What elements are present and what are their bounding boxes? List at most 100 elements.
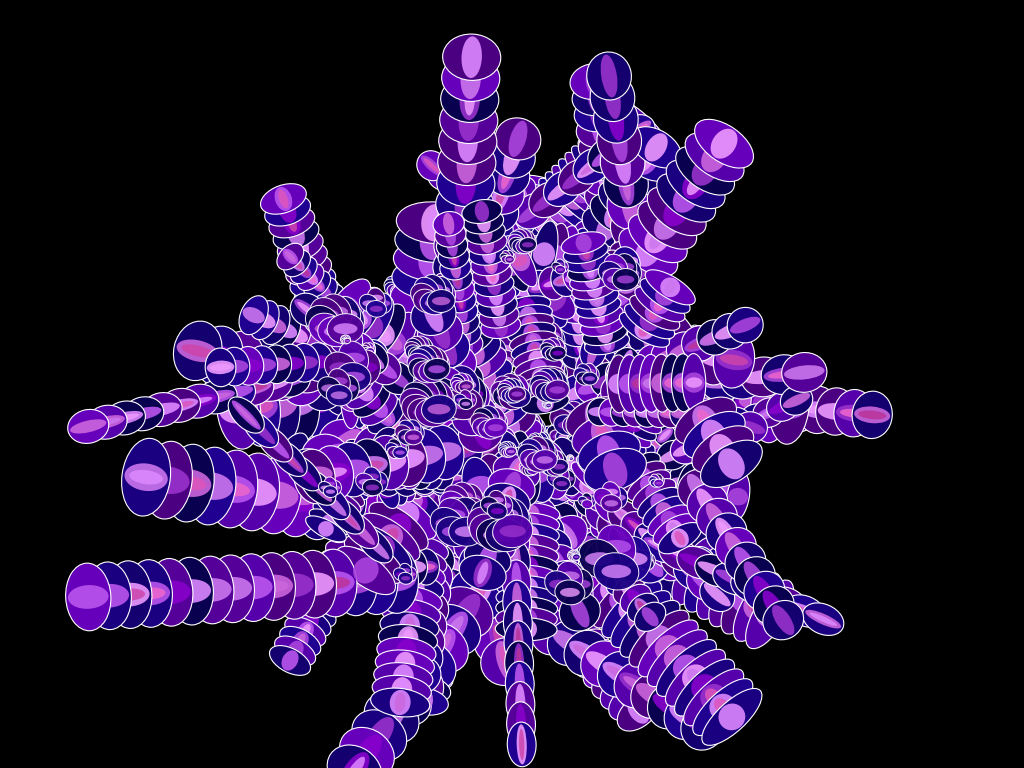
- Ellipse shape: [388, 439, 401, 452]
- Ellipse shape: [562, 476, 573, 482]
- Ellipse shape: [622, 316, 664, 372]
- Ellipse shape: [578, 348, 585, 366]
- Ellipse shape: [504, 443, 516, 449]
- Ellipse shape: [658, 522, 701, 554]
- Ellipse shape: [66, 563, 111, 631]
- Ellipse shape: [692, 375, 705, 385]
- Ellipse shape: [420, 548, 442, 568]
- Ellipse shape: [454, 465, 504, 496]
- Ellipse shape: [362, 390, 381, 409]
- Ellipse shape: [428, 366, 445, 373]
- Ellipse shape: [345, 304, 372, 330]
- Ellipse shape: [431, 471, 453, 481]
- Ellipse shape: [687, 332, 695, 336]
- Ellipse shape: [436, 517, 471, 547]
- Ellipse shape: [513, 223, 530, 230]
- Ellipse shape: [422, 310, 480, 326]
- Ellipse shape: [660, 480, 676, 489]
- Ellipse shape: [620, 384, 649, 398]
- Ellipse shape: [609, 568, 627, 588]
- Ellipse shape: [350, 480, 361, 492]
- Ellipse shape: [579, 392, 593, 415]
- Ellipse shape: [494, 435, 513, 464]
- Ellipse shape: [399, 614, 420, 639]
- Ellipse shape: [528, 280, 553, 293]
- Ellipse shape: [476, 229, 490, 254]
- Ellipse shape: [476, 449, 489, 455]
- Ellipse shape: [607, 371, 622, 386]
- Ellipse shape: [628, 593, 658, 622]
- Ellipse shape: [486, 429, 517, 497]
- Ellipse shape: [543, 403, 547, 406]
- Ellipse shape: [600, 449, 617, 467]
- Ellipse shape: [504, 269, 524, 291]
- Ellipse shape: [422, 317, 480, 334]
- Ellipse shape: [659, 551, 673, 557]
- Ellipse shape: [597, 505, 637, 544]
- Ellipse shape: [507, 446, 515, 449]
- Ellipse shape: [627, 596, 644, 616]
- Ellipse shape: [530, 376, 549, 383]
- Ellipse shape: [700, 440, 762, 488]
- Ellipse shape: [522, 416, 546, 445]
- Ellipse shape: [327, 488, 348, 510]
- Ellipse shape: [482, 413, 498, 420]
- Ellipse shape: [719, 521, 734, 544]
- Ellipse shape: [798, 386, 838, 434]
- Ellipse shape: [550, 253, 555, 255]
- Ellipse shape: [659, 409, 683, 419]
- Ellipse shape: [506, 276, 521, 283]
- Ellipse shape: [468, 352, 507, 396]
- Ellipse shape: [549, 460, 563, 475]
- Ellipse shape: [442, 544, 464, 564]
- Ellipse shape: [345, 340, 349, 342]
- Ellipse shape: [556, 564, 575, 596]
- Ellipse shape: [504, 236, 538, 286]
- Ellipse shape: [553, 342, 566, 358]
- Ellipse shape: [427, 526, 464, 564]
- Ellipse shape: [329, 498, 365, 534]
- Ellipse shape: [562, 344, 601, 370]
- Ellipse shape: [395, 425, 412, 441]
- Ellipse shape: [326, 576, 336, 591]
- Ellipse shape: [306, 382, 316, 386]
- Ellipse shape: [469, 199, 500, 229]
- Ellipse shape: [384, 306, 425, 339]
- Ellipse shape: [570, 518, 587, 537]
- Ellipse shape: [676, 463, 699, 512]
- Ellipse shape: [548, 343, 559, 348]
- Ellipse shape: [634, 522, 669, 556]
- Ellipse shape: [521, 209, 548, 238]
- Ellipse shape: [442, 415, 468, 431]
- Ellipse shape: [620, 601, 680, 657]
- Ellipse shape: [496, 641, 517, 682]
- Ellipse shape: [284, 449, 335, 500]
- Ellipse shape: [339, 468, 388, 545]
- Ellipse shape: [483, 310, 501, 327]
- Ellipse shape: [545, 536, 557, 561]
- Ellipse shape: [141, 392, 182, 426]
- Ellipse shape: [505, 255, 521, 273]
- Ellipse shape: [343, 461, 368, 488]
- Ellipse shape: [341, 332, 376, 366]
- Ellipse shape: [539, 460, 554, 477]
- Ellipse shape: [468, 325, 486, 341]
- Ellipse shape: [317, 284, 344, 311]
- Ellipse shape: [577, 526, 613, 556]
- Ellipse shape: [452, 395, 497, 435]
- Ellipse shape: [278, 231, 324, 262]
- Ellipse shape: [340, 752, 370, 768]
- Ellipse shape: [334, 287, 382, 347]
- Ellipse shape: [457, 534, 486, 548]
- Ellipse shape: [577, 369, 590, 392]
- Ellipse shape: [290, 356, 317, 369]
- Ellipse shape: [617, 101, 671, 154]
- Ellipse shape: [398, 420, 415, 437]
- Ellipse shape: [558, 160, 596, 195]
- Ellipse shape: [476, 525, 502, 537]
- Ellipse shape: [593, 427, 628, 486]
- Ellipse shape: [582, 494, 617, 529]
- Ellipse shape: [432, 366, 451, 384]
- Ellipse shape: [594, 580, 617, 591]
- Ellipse shape: [328, 564, 344, 584]
